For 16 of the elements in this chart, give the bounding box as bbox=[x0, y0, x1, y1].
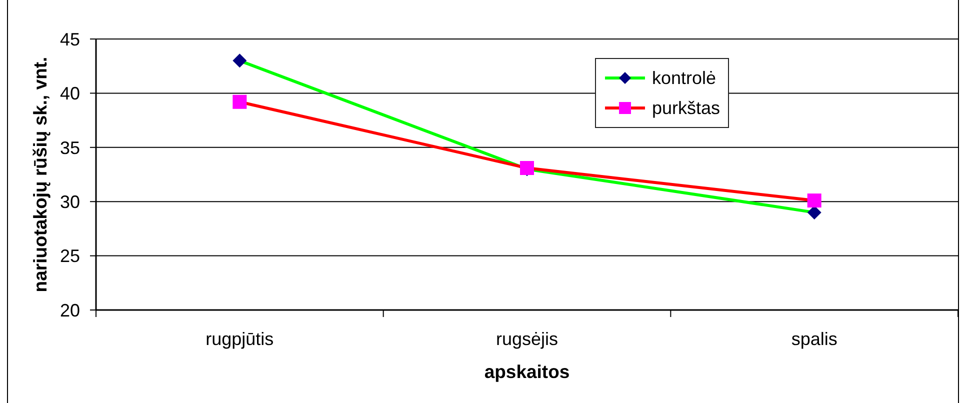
y-tick-label: 30 bbox=[60, 192, 80, 212]
y-tick-label: 25 bbox=[60, 246, 80, 266]
y-tick-label: 40 bbox=[60, 84, 80, 104]
x-axis-title: apskaitos bbox=[484, 361, 570, 382]
point bbox=[232, 54, 247, 68]
legend-label: kontrolė bbox=[652, 68, 716, 88]
x-tick-label: rugpjūtis bbox=[206, 329, 274, 349]
y-tick-label: 20 bbox=[60, 300, 80, 320]
x-tick-label: spalis bbox=[791, 329, 838, 349]
legend-label: purkštas bbox=[652, 98, 720, 118]
y-tick-label: 45 bbox=[60, 29, 80, 50]
point bbox=[807, 194, 822, 208]
y-axis-title: nariuotakojų rūšių sk., vnt. bbox=[29, 56, 50, 292]
point bbox=[232, 94, 247, 109]
y-tick-label: 35 bbox=[60, 138, 80, 158]
x-tick-label: rugsėjis bbox=[496, 329, 558, 349]
